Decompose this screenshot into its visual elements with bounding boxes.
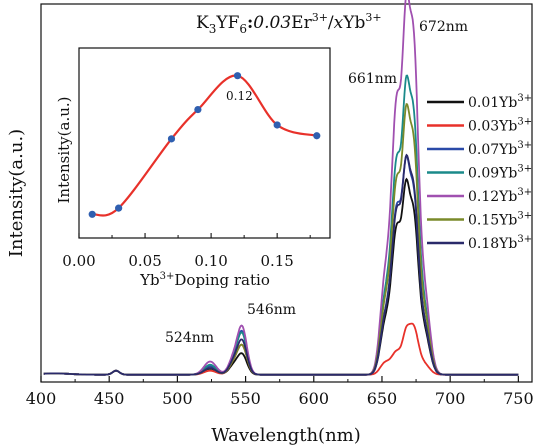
legend-label-2: 0.07Yb3+ (468, 140, 532, 158)
x-tick-label-1: 450 (94, 389, 125, 408)
inset-x-tick-label-2: 0.10 (194, 252, 227, 270)
series-line-1 (43, 322, 519, 376)
x-tick-label-4: 600 (299, 389, 330, 408)
legend: 0.01Yb3+ 0.03Yb3+ 0.07Yb3+ 0.09Yb3+ 0.12Yb3+… (427, 93, 532, 252)
inset-point-3 (194, 105, 202, 114)
main-x-ticks: 400 450 500 550 600 650 700 750 (26, 376, 534, 408)
chart-title: K3YF6:0.03Er3+/xYb3+ (196, 11, 382, 36)
y-axis-title: Intensity(a.u.) (6, 129, 27, 257)
x-axis-title: Wavelength(nm) (211, 425, 361, 446)
main-plot-frame (40, 3, 533, 383)
main-series-group (43, 0, 519, 376)
inset-point-2 (167, 135, 176, 143)
legend-label-4: 0.12Yb3+ (468, 187, 532, 205)
x-tick-label-3: 550 (230, 389, 261, 408)
inset-chart: 0.00 0.05 0.10 0.15 (62, 72, 321, 270)
x-tick-label-6: 700 (435, 389, 466, 408)
annotation-546nm: 546nm (247, 302, 296, 318)
inset-point-4 (233, 72, 242, 80)
inset-point-0 (88, 210, 96, 218)
inset-annotation-012: 0.12 (226, 89, 253, 103)
annotation-524nm: 524nm (165, 330, 214, 346)
inset-point-5 (273, 121, 281, 129)
series-line-6 (43, 153, 519, 376)
x-tick-label-2: 500 (162, 389, 193, 408)
x-tick-label-5: 650 (367, 389, 398, 408)
inset-x-axis-title: Yb3+Doping ratio (139, 271, 270, 289)
legend-label-0: 0.01Yb3+ (468, 93, 532, 111)
x-tick-label-0: 400 (26, 389, 57, 408)
legend-label-3: 0.09Yb3+ (468, 164, 532, 182)
inset-point-6 (313, 132, 321, 140)
inset-x-tick-label-1: 0.05 (128, 252, 161, 270)
inset-x-tick-label-3: 0.15 (260, 252, 293, 270)
legend-label-6: 0.18Yb3+ (468, 234, 532, 252)
legend-label-5: 0.15Yb3+ (468, 211, 532, 229)
legend-label-1: 0.03Yb3+ (468, 117, 532, 135)
x-tick-label-7: 750 (503, 389, 534, 408)
inset-point-1 (115, 204, 123, 212)
inset-x-tick-label-0: 0.00 (62, 252, 95, 270)
inset-y-axis-title: Intensity(a.u.) (55, 97, 73, 204)
annotation-661nm: 661nm (348, 71, 397, 87)
annotation-672nm: 672nm (419, 19, 468, 35)
